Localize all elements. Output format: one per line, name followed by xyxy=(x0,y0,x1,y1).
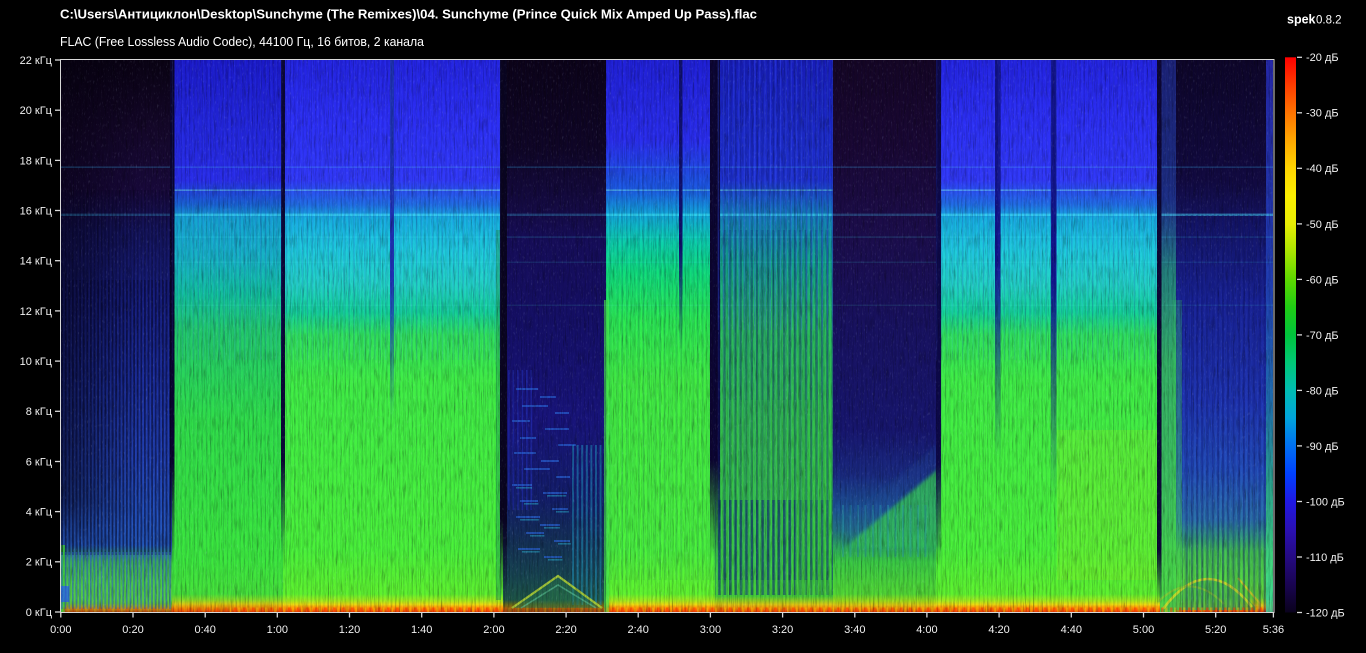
svg-text:4 кГц: 4 кГц xyxy=(26,507,53,519)
svg-text:5:20: 5:20 xyxy=(1205,624,1226,636)
svg-text:3:00: 3:00 xyxy=(700,624,721,636)
svg-text:1:00: 1:00 xyxy=(267,624,288,636)
svg-text:-30 дБ: -30 дБ xyxy=(1306,108,1339,120)
svg-text:-110 дБ: -110 дБ xyxy=(1306,552,1344,564)
svg-text:1:40: 1:40 xyxy=(411,624,432,636)
svg-text:-70 дБ: -70 дБ xyxy=(1306,330,1339,342)
svg-text:spek: spek xyxy=(1287,13,1316,27)
svg-text:3:20: 3:20 xyxy=(772,624,793,636)
svg-text:22 кГц: 22 кГц xyxy=(20,55,53,67)
svg-text:14 кГц: 14 кГц xyxy=(20,256,53,268)
svg-text:1:20: 1:20 xyxy=(339,624,360,636)
svg-text:2:00: 2:00 xyxy=(483,624,504,636)
svg-text:16 кГц: 16 кГц xyxy=(20,205,53,217)
svg-text:0:00: 0:00 xyxy=(50,624,71,636)
svg-text:0:40: 0:40 xyxy=(194,624,215,636)
svg-text:-40 дБ: -40 дБ xyxy=(1306,163,1339,175)
svg-text:C:\Users\Антициклон\Desktop\Su: C:\Users\Антициклон\Desktop\Sunchyme (Th… xyxy=(60,8,757,22)
svg-text:-80 дБ: -80 дБ xyxy=(1306,385,1339,397)
svg-text:6 кГц: 6 кГц xyxy=(26,456,53,468)
svg-text:18 кГц: 18 кГц xyxy=(20,155,53,167)
svg-text:5:36: 5:36 xyxy=(1263,624,1284,636)
svg-text:3:40: 3:40 xyxy=(844,624,865,636)
svg-text:0:20: 0:20 xyxy=(122,624,143,636)
svg-text:10 кГц: 10 кГц xyxy=(20,356,53,368)
svg-text:-20 дБ: -20 дБ xyxy=(1306,52,1339,64)
svg-text:4:00: 4:00 xyxy=(916,624,937,636)
svg-text:-50 дБ: -50 дБ xyxy=(1306,219,1339,231)
svg-text:0.8.2: 0.8.2 xyxy=(1316,15,1342,27)
svg-text:4:40: 4:40 xyxy=(1061,624,1082,636)
svg-text:2:40: 2:40 xyxy=(627,624,648,636)
svg-text:-100 дБ: -100 дБ xyxy=(1306,496,1345,508)
svg-text:20 кГц: 20 кГц xyxy=(20,105,53,117)
svg-text:FLAC (Free Lossless Audio Code: FLAC (Free Lossless Audio Codec), 44100 … xyxy=(60,35,424,49)
svg-text:-60 дБ: -60 дБ xyxy=(1306,274,1339,286)
svg-text:5:00: 5:00 xyxy=(1133,624,1154,636)
svg-text:-90 дБ: -90 дБ xyxy=(1306,441,1339,453)
svg-text:2 кГц: 2 кГц xyxy=(26,557,53,569)
svg-text:-120 дБ: -120 дБ xyxy=(1306,607,1345,619)
svg-text:12 кГц: 12 кГц xyxy=(20,306,53,318)
svg-text:0 кГц: 0 кГц xyxy=(26,607,53,619)
svg-text:2:20: 2:20 xyxy=(555,624,576,636)
svg-text:8 кГц: 8 кГц xyxy=(26,406,53,418)
svg-text:4:20: 4:20 xyxy=(988,624,1009,636)
